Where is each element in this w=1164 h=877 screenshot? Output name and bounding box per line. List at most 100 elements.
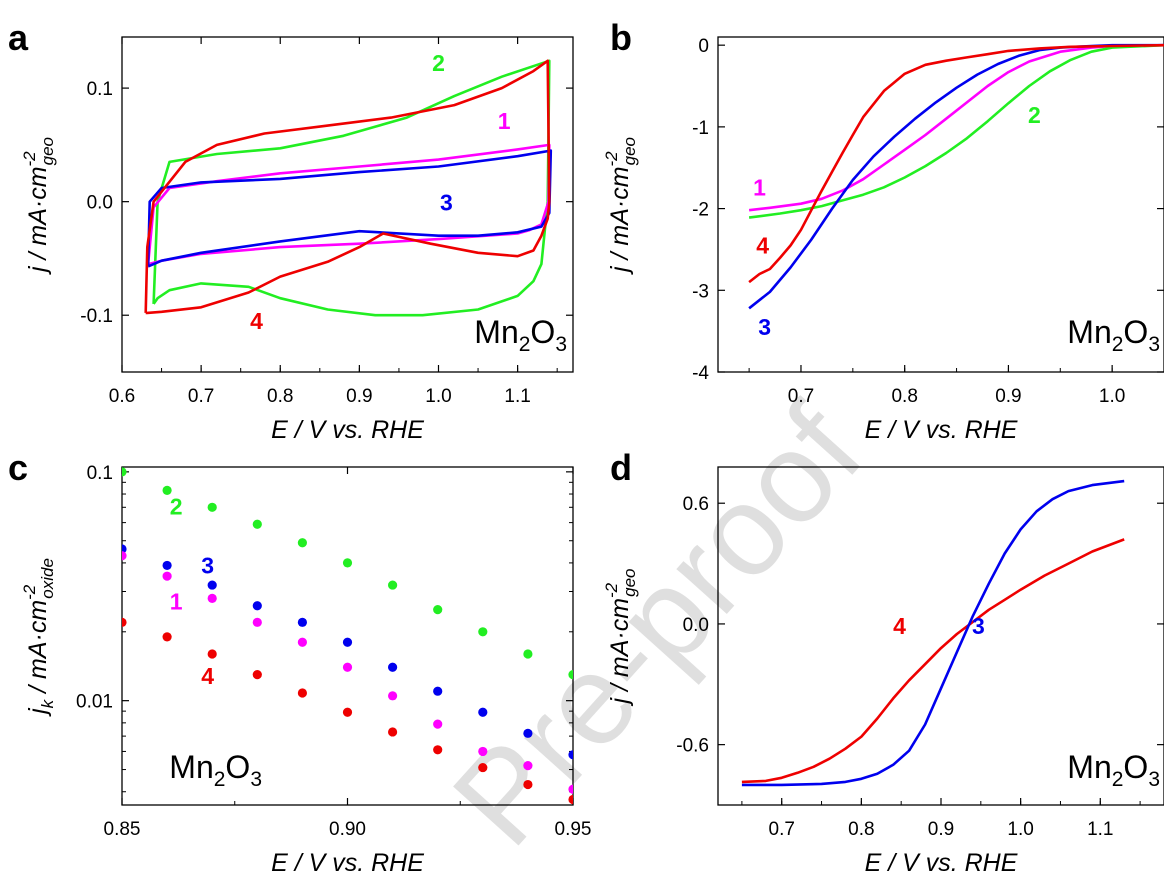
data-point-series-4 <box>122 617 127 627</box>
data-point-series-3 <box>433 686 443 696</box>
watermark-text: Pre-proof <box>426 379 890 872</box>
x-tick-label: 0.9 <box>995 386 1021 407</box>
panel-b: 0.7 0.8 0.9 1.0 0 -1 -2 -3 -4 1 2 3 4 b E / V vs. RHE j… <box>602 17 1164 444</box>
material-label: Mn2O3 <box>474 314 567 356</box>
data-point-series-4 <box>297 688 307 698</box>
data-point-series-2 <box>342 558 353 568</box>
series-line-1 <box>748 43 1164 212</box>
data-point-series-1 <box>252 617 262 627</box>
x-axis-label: E / V vs. RHE <box>865 849 1018 877</box>
y-tick-label: -2 <box>692 200 709 221</box>
series-line-1 <box>146 143 551 266</box>
series-label-1: 1 <box>170 589 183 615</box>
y-tick-label: -4 <box>692 363 709 384</box>
data-layer <box>122 467 573 805</box>
series-line-3 <box>741 479 1125 787</box>
y-tick-label: 0 <box>698 36 709 57</box>
panel-d: 0.7 0.8 0.9 1.0 1.1 0.6 0.0 -0.6 4 3 d E / V vs. RH… <box>602 447 1164 877</box>
y-tick-label: -0.1 <box>80 306 113 327</box>
data-point-series-3 <box>568 750 573 760</box>
y-axis-label: j / mA·cm-2geo <box>602 568 639 706</box>
data-point-series-2 <box>433 605 443 615</box>
x-axis-label: E / V vs. RHE <box>271 416 424 444</box>
x-tick-label: 0.7 <box>188 386 214 407</box>
data-point-series-1 <box>207 593 217 603</box>
plot-frame <box>717 36 1164 373</box>
series-label-2: 2 <box>170 494 183 520</box>
data-point-series-2 <box>297 538 307 548</box>
data-point-series-2 <box>523 649 533 659</box>
material-label: Mn2O3 <box>169 749 262 791</box>
data-point-series-1 <box>523 761 533 771</box>
series-line-4 <box>748 43 1164 284</box>
y-tick-label: 0.6 <box>683 494 709 515</box>
x-tick-label: 1.0 <box>1007 819 1033 840</box>
data-point-series-3 <box>252 601 262 611</box>
data-point-series-2 <box>478 627 488 637</box>
data-point-series-1 <box>162 571 172 581</box>
series-line-2 <box>152 59 551 317</box>
y-tick-label: -3 <box>692 281 709 302</box>
data-point-series-4 <box>252 669 262 680</box>
series-label-4: 4 <box>250 308 263 334</box>
panel-letter: c <box>8 447 28 488</box>
data-point-series-1 <box>433 719 443 729</box>
panel-letter: d <box>610 447 632 488</box>
data-point-series-2 <box>122 467 127 477</box>
x-tick-label: 0.90 <box>329 819 366 840</box>
x-tick-label: 1.0 <box>1099 386 1125 407</box>
data-point-series-1 <box>342 662 353 672</box>
y-tick-label: 0.1 <box>87 79 113 100</box>
series-line-4 <box>144 59 551 315</box>
data-point-series-3 <box>388 662 398 672</box>
panel-a: 0.6 0.7 0.8 0.9 1.0 1.1 0.1 0.0 -0.1 2 1 3 4 a E / V v… <box>8 17 574 444</box>
series-label-4: 4 <box>893 613 906 639</box>
data-point-series-3 <box>478 707 488 717</box>
x-tick-label: 0.9 <box>928 819 954 840</box>
y-axis-label: j / mA·cm-2geo <box>602 137 639 275</box>
x-tick-label: 0.9 <box>346 386 372 407</box>
series-label-3: 3 <box>972 613 985 639</box>
x-axis-label: E / V vs. RHE <box>865 416 1018 444</box>
x-tick-label: 1.1 <box>1087 819 1113 840</box>
data-point-series-3 <box>523 728 533 738</box>
x-tick-label: 0.8 <box>848 819 874 840</box>
x-tick-label: 0.85 <box>104 819 141 840</box>
series-label-1: 1 <box>498 108 511 134</box>
y-tick-label: 0.1 <box>87 463 113 484</box>
x-tick-label: 0.95 <box>555 819 592 840</box>
data-layer <box>748 43 1164 310</box>
data-point-series-4 <box>568 794 573 805</box>
data-point-series-4 <box>162 632 172 642</box>
series-label-2: 2 <box>432 50 445 76</box>
data-point-series-2 <box>207 502 217 512</box>
series-label-2: 2 <box>1028 102 1041 128</box>
series-label-4: 4 <box>201 663 214 689</box>
panel-c: 0.85 0.90 0.95 0.1 0.01 2 31 4 c E / V vs. RHE jk … <box>8 447 591 877</box>
material-label: Mn2O3 <box>1067 314 1160 356</box>
data-point-series-2 <box>252 519 262 529</box>
series-label-4: 4 <box>756 233 769 259</box>
data-point-series-3 <box>207 580 217 590</box>
panel-letter: b <box>610 17 632 58</box>
data-layer <box>144 59 553 317</box>
plot-frame <box>121 36 574 373</box>
y-axis-label: jk / mA·cm-2oxide <box>20 558 57 717</box>
y-tick-label: -0.6 <box>676 736 709 757</box>
data-point-series-4 <box>523 779 533 790</box>
series-label-3: 3 <box>440 190 453 216</box>
data-point-series-2 <box>388 580 398 590</box>
x-axis-label: E / V vs. RHE <box>271 849 424 877</box>
data-point-series-1 <box>122 551 127 561</box>
data-point-series-1 <box>568 784 573 794</box>
series-line-4 <box>741 538 1125 784</box>
series-label-3: 3 <box>201 552 214 578</box>
series-label-3: 3 <box>758 314 771 340</box>
data-layer <box>741 479 1125 787</box>
data-point-series-3 <box>162 560 172 571</box>
data-point-series-4 <box>207 649 217 659</box>
data-point-series-3 <box>342 637 353 647</box>
y-tick-label: 0.0 <box>87 193 113 214</box>
data-point-series-1 <box>297 637 307 647</box>
